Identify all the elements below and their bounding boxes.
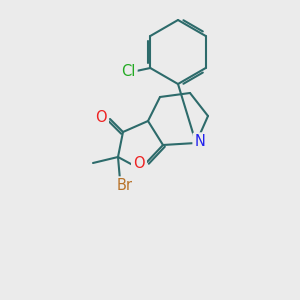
Text: Cl: Cl (121, 64, 136, 79)
Text: Br: Br (117, 178, 133, 194)
Text: O: O (95, 110, 107, 125)
Text: N: N (195, 134, 206, 149)
Text: O: O (133, 155, 145, 170)
